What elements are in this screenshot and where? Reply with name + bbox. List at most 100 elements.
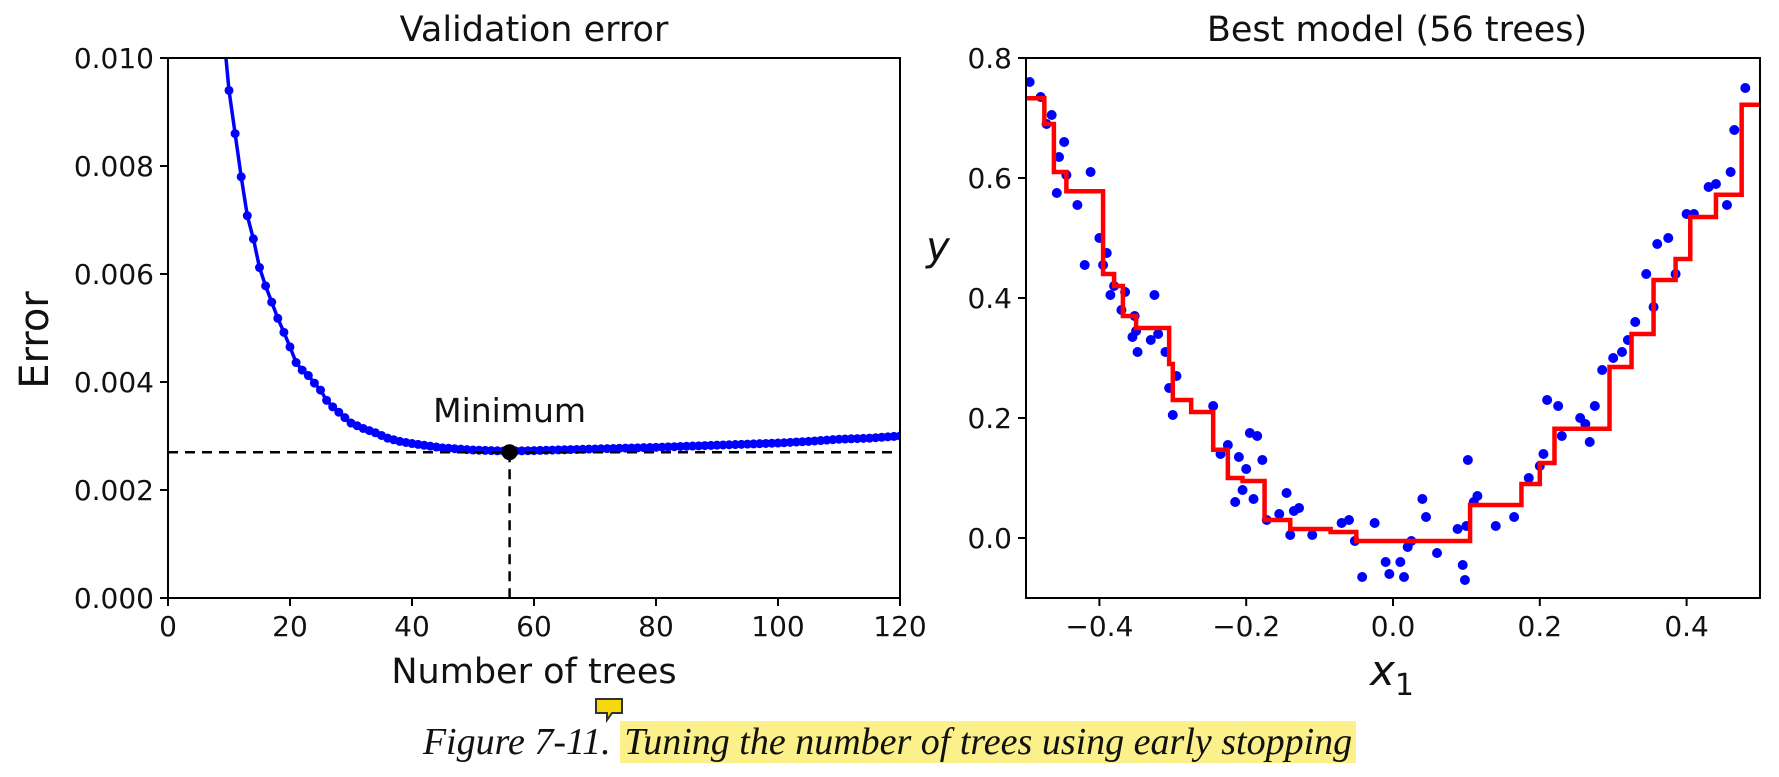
right-tick-labels: −0.4 −0.2 0.0 0.2 0.4 0.0 0.2 0.4 0.6 0.8: [967, 42, 1708, 643]
data-point: [1509, 512, 1520, 522]
validation-error-point: [303, 371, 313, 381]
right-xtick-label: 0.2: [1518, 610, 1563, 643]
data-point: [1046, 110, 1057, 120]
data-point: [1230, 497, 1241, 507]
data-point: [1343, 515, 1354, 525]
data-point: [1072, 200, 1083, 210]
data-point: [1432, 548, 1443, 558]
right-xtick-label: −0.4: [1065, 610, 1133, 643]
validation-error-point: [316, 385, 325, 395]
validation-error-point: [309, 378, 319, 388]
data-point: [1457, 560, 1468, 570]
right-title: Best model (56 trees): [1207, 10, 1587, 50]
data-point: [1608, 353, 1619, 363]
data-point: [1452, 524, 1463, 534]
validation-error-point: [267, 297, 277, 307]
data-point: [1553, 401, 1564, 411]
data-point: [1729, 125, 1740, 135]
data-point: [1584, 437, 1595, 447]
left-xtick-label: 60: [516, 610, 552, 643]
data-point: [1710, 179, 1721, 189]
data-point: [1307, 530, 1318, 540]
left-ytick-label: 0.008: [74, 150, 154, 183]
data-point: [1395, 557, 1406, 567]
data-point: [1580, 419, 1591, 429]
minimum-annotation: Minimum: [433, 391, 586, 430]
validation-error-point: [285, 342, 295, 352]
validation-error-point: [230, 129, 240, 139]
left-title: Validation error: [400, 10, 669, 50]
caption-prefix: Figure 7-11.: [422, 721, 621, 763]
data-point: [1145, 335, 1156, 345]
data-point: [1380, 557, 1391, 567]
data-point: [1054, 152, 1065, 162]
data-point: [1542, 395, 1553, 405]
data-point: [1252, 431, 1263, 441]
data-point: [1248, 494, 1259, 504]
chart-validation-error: Validation error Error Number of trees 0…: [12, 10, 927, 692]
left-ylabel: Error: [12, 291, 58, 389]
data-point: [1421, 512, 1432, 522]
data-point: [1597, 365, 1608, 375]
minimum-marker: [501, 444, 518, 461]
left-ytick-label: 0.006: [74, 258, 154, 291]
right-ytick-label: 0.6: [967, 162, 1012, 195]
validation-error-point: [334, 407, 344, 417]
data-point: [1369, 518, 1380, 528]
data-point: [1399, 572, 1410, 582]
left-plot-area: [168, 58, 900, 598]
right-xlabel: x1: [1368, 646, 1414, 700]
data-point: [1222, 440, 1233, 450]
data-point: [1257, 455, 1268, 465]
comment-icon[interactable]: [594, 697, 624, 723]
right-xtick-label: 0.4: [1664, 610, 1709, 643]
validation-error-line: [224, 58, 900, 453]
validation-error-point: [248, 234, 258, 244]
data-point: [1051, 188, 1062, 198]
figure-caption: Figure 7-11. Tuning the number of trees …: [0, 720, 1779, 764]
left-tick-labels: 0 20 40 60 80 100 120 0.000 0.002 0.004 0.006 0.008…: [74, 42, 927, 643]
left-ytick-label: 0.002: [74, 474, 154, 507]
figure: Validation error Error Number of trees 0…: [12, 10, 1761, 700]
left-xtick-label: 20: [272, 610, 308, 643]
validation-error-point: [340, 413, 350, 423]
left-xtick-label: 0: [159, 610, 177, 643]
validation-error-point: [279, 327, 289, 337]
right-xtick-label: −0.2: [1212, 610, 1280, 643]
left-xtick-label: 120: [873, 610, 926, 643]
data-point: [1384, 569, 1395, 579]
right-ytick-label: 0.4: [967, 282, 1012, 315]
validation-error-point: [291, 358, 301, 368]
data-point: [1285, 530, 1296, 540]
data-point: [1132, 347, 1143, 357]
right-xtick-label: 0.0: [1371, 610, 1416, 643]
data-point: [1725, 167, 1736, 177]
data-point: [1538, 449, 1549, 459]
data-point: [1233, 452, 1244, 462]
right-ytick-label: 0.0: [967, 522, 1012, 555]
left-xtick-label: 80: [638, 610, 674, 643]
data-point: [1721, 200, 1732, 210]
validation-error-point: [255, 263, 264, 273]
data-point: [1105, 290, 1116, 300]
left-ytick-label: 0.000: [74, 582, 154, 615]
data-point: [1237, 485, 1248, 495]
data-point: [1274, 509, 1285, 519]
validation-error-point: [261, 281, 271, 291]
data-point: [1652, 239, 1663, 249]
data-point: [1556, 431, 1567, 441]
validation-error-point: [328, 402, 338, 412]
data-point: [1663, 233, 1674, 243]
data-point: [1085, 167, 1096, 177]
data-point: [1079, 260, 1090, 270]
validation-error-point: [224, 85, 234, 95]
data-point: [1523, 473, 1534, 483]
data-point: [1462, 455, 1473, 465]
right-plot-area: [1026, 77, 1760, 585]
left-xtick-label: 100: [751, 610, 804, 643]
validation-error-point: [236, 172, 246, 182]
left-ytick-label: 0.004: [74, 366, 154, 399]
data-point: [1357, 572, 1368, 582]
right-ytick-label: 0.2: [967, 402, 1012, 435]
data-point: [1617, 347, 1628, 357]
